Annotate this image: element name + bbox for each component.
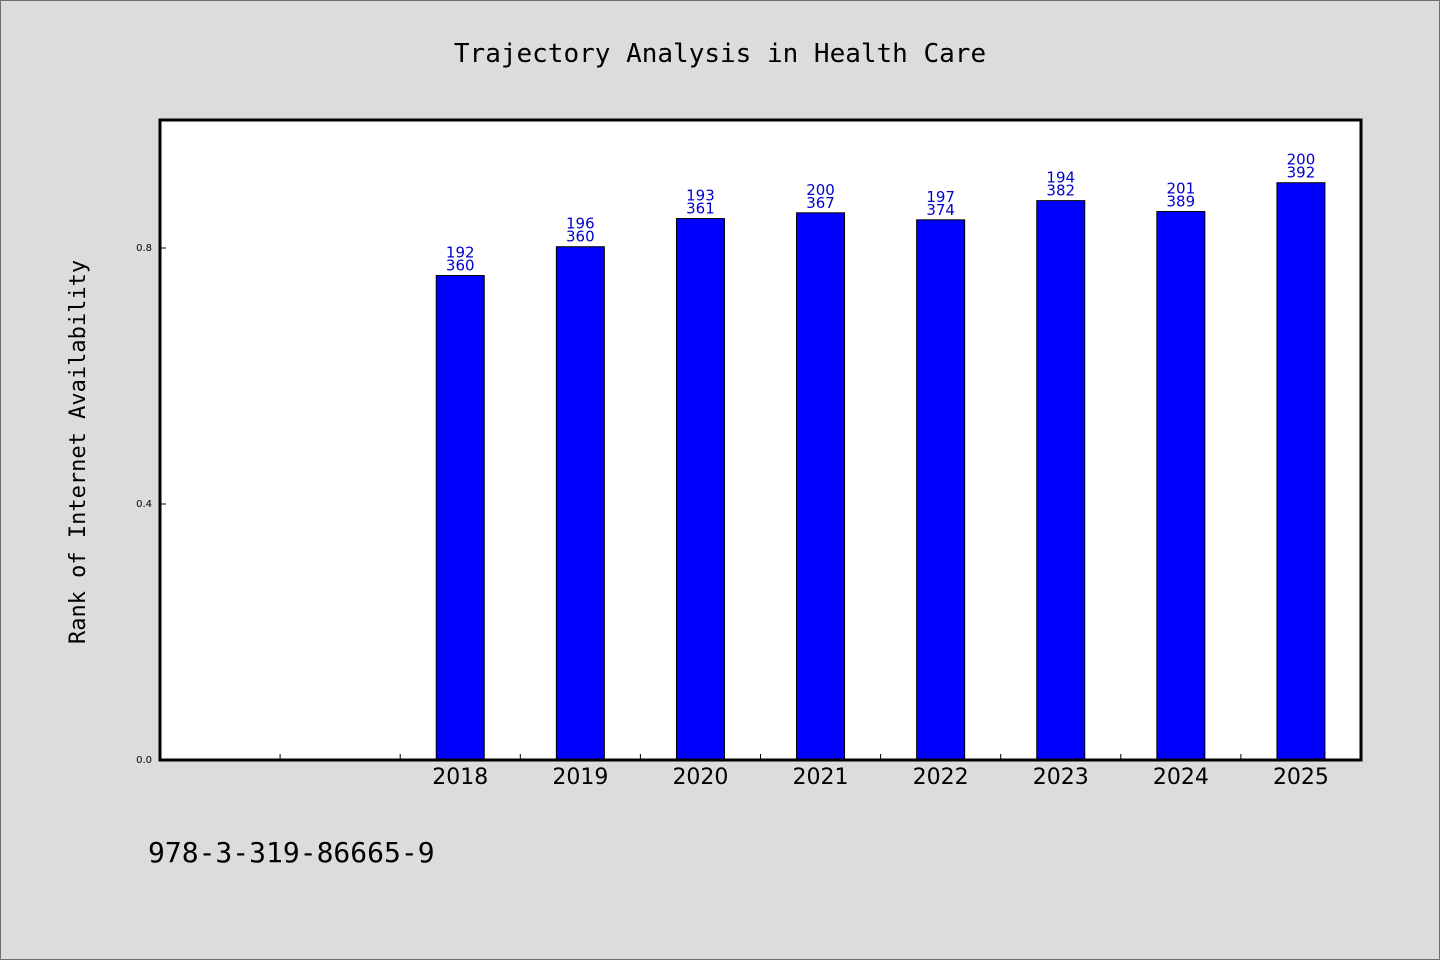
x-axis: 2018 2019 2020 2021 2022 2023 2024 2025 (279, 754, 1329, 790)
x-tick-label: 2024 (1153, 765, 1209, 790)
bar-label-bottom: 361 (686, 200, 715, 218)
plot-border (158, 118, 1363, 762)
bar-label-top: 196 (566, 215, 595, 233)
bar-label-bottom: 382 (1046, 182, 1075, 200)
bar-label-top: 197 (926, 188, 955, 206)
x-tick-label: 2019 (552, 765, 608, 790)
y-axis-label: Rank of Internet Availability (66, 260, 91, 644)
bar-label-top: 194 (1046, 169, 1075, 187)
bar-label-top: 200 (806, 181, 835, 199)
bar-label-bottom: 360 (566, 228, 595, 246)
y-tick-label: 0.4 (136, 499, 152, 510)
bar-label-bottom: 367 (806, 194, 835, 212)
bar (1156, 211, 1206, 761)
bar (675, 218, 725, 761)
x-tick-label: 2023 (1033, 765, 1089, 790)
bar-label-top: 192 (446, 244, 475, 262)
y-tick-label: 0.8 (136, 243, 152, 254)
x-tick-label: 2025 (1273, 765, 1329, 790)
bar (916, 219, 966, 761)
bar-label-top: 193 (686, 187, 715, 205)
bar (435, 275, 485, 761)
x-tick-label: 2022 (913, 765, 969, 790)
bar (1036, 200, 1086, 761)
y-tick-label: 0.0 (136, 755, 152, 766)
x-tick-label: 2020 (672, 765, 728, 790)
bar (796, 212, 846, 761)
bar-label-bottom: 360 (446, 257, 475, 275)
chart-title: Trajectory Analysis in Health Care (454, 39, 986, 69)
footer-isbn: 978-3-319-86665-9 (148, 836, 435, 869)
bar-label-top: 200 (1287, 151, 1316, 169)
bar-label-bottom: 389 (1167, 193, 1196, 211)
x-tick-label: 2018 (432, 765, 488, 790)
x-tick-label: 2021 (793, 765, 849, 790)
bar-label-bottom: 374 (926, 201, 955, 219)
bar-label-bottom: 392 (1287, 164, 1316, 182)
bar (555, 246, 605, 761)
bar (1276, 182, 1326, 761)
bar-label-top: 201 (1167, 180, 1196, 198)
